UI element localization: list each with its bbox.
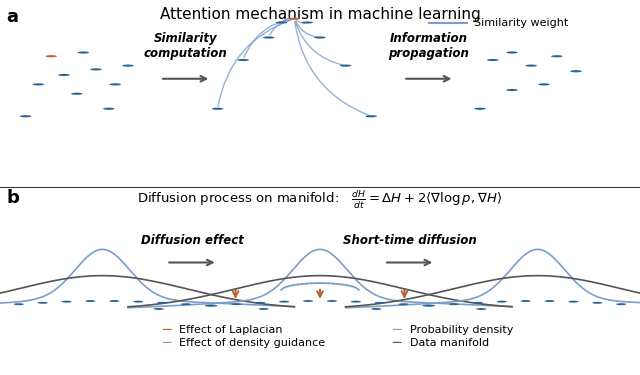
Ellipse shape bbox=[122, 64, 134, 67]
FancyArrowPatch shape bbox=[218, 20, 292, 106]
Ellipse shape bbox=[449, 303, 459, 305]
Ellipse shape bbox=[289, 18, 300, 20]
Ellipse shape bbox=[154, 308, 164, 310]
Ellipse shape bbox=[568, 301, 579, 303]
Ellipse shape bbox=[303, 300, 313, 302]
FancyArrowPatch shape bbox=[244, 19, 292, 57]
Text: Short-time diffusion: Short-time diffusion bbox=[343, 234, 476, 248]
Ellipse shape bbox=[365, 115, 377, 117]
Text: Data manifold: Data manifold bbox=[410, 338, 489, 348]
Text: Attention mechanism in machine learning: Attention mechanism in machine learning bbox=[159, 8, 481, 22]
Ellipse shape bbox=[103, 108, 115, 110]
Ellipse shape bbox=[255, 302, 266, 304]
Ellipse shape bbox=[231, 303, 241, 305]
Ellipse shape bbox=[592, 302, 602, 304]
Ellipse shape bbox=[77, 51, 89, 54]
Text: b: b bbox=[6, 189, 19, 207]
FancyArrowPatch shape bbox=[295, 21, 369, 115]
Text: Information
propagation: Information propagation bbox=[388, 32, 469, 60]
Ellipse shape bbox=[33, 83, 44, 86]
Ellipse shape bbox=[263, 36, 275, 39]
Ellipse shape bbox=[181, 303, 191, 305]
Ellipse shape bbox=[422, 304, 433, 307]
Ellipse shape bbox=[399, 303, 409, 305]
Ellipse shape bbox=[109, 300, 120, 302]
Ellipse shape bbox=[476, 308, 486, 310]
Ellipse shape bbox=[279, 301, 289, 303]
Text: Effect of Laplacian: Effect of Laplacian bbox=[179, 325, 283, 335]
Text: a: a bbox=[6, 8, 19, 26]
Ellipse shape bbox=[85, 300, 95, 302]
Ellipse shape bbox=[570, 70, 582, 72]
Ellipse shape bbox=[425, 304, 435, 307]
Ellipse shape bbox=[474, 108, 486, 110]
FancyArrowPatch shape bbox=[284, 18, 292, 21]
Ellipse shape bbox=[506, 89, 518, 91]
Ellipse shape bbox=[301, 21, 313, 24]
Ellipse shape bbox=[473, 302, 483, 304]
Ellipse shape bbox=[520, 300, 531, 302]
Ellipse shape bbox=[207, 304, 218, 307]
Ellipse shape bbox=[276, 21, 287, 24]
Text: Diffusion process on manifold:   $\frac{dH}{dt} = \Delta H + 2\langle \nabla \lo: Diffusion process on manifold: $\frac{dH… bbox=[138, 189, 502, 211]
Ellipse shape bbox=[371, 308, 381, 310]
Text: Similarity weight: Similarity weight bbox=[474, 18, 568, 27]
Ellipse shape bbox=[545, 300, 555, 302]
Ellipse shape bbox=[13, 303, 24, 305]
Ellipse shape bbox=[61, 301, 72, 303]
FancyArrowPatch shape bbox=[270, 19, 292, 35]
Ellipse shape bbox=[90, 68, 102, 70]
Ellipse shape bbox=[212, 108, 223, 110]
Ellipse shape bbox=[38, 302, 48, 304]
Ellipse shape bbox=[340, 64, 351, 67]
Ellipse shape bbox=[538, 83, 550, 86]
Ellipse shape bbox=[133, 301, 143, 303]
Text: ─: ─ bbox=[392, 336, 401, 350]
Ellipse shape bbox=[487, 59, 499, 61]
FancyArrowPatch shape bbox=[296, 21, 317, 37]
Text: ─: ─ bbox=[392, 323, 401, 337]
FancyArrowPatch shape bbox=[295, 21, 343, 65]
Ellipse shape bbox=[71, 93, 83, 95]
Ellipse shape bbox=[109, 83, 121, 86]
Ellipse shape bbox=[58, 74, 70, 76]
Ellipse shape bbox=[374, 302, 385, 304]
Ellipse shape bbox=[616, 303, 627, 305]
Ellipse shape bbox=[205, 304, 215, 307]
Ellipse shape bbox=[551, 55, 563, 57]
Ellipse shape bbox=[506, 51, 518, 54]
Ellipse shape bbox=[45, 55, 57, 57]
Ellipse shape bbox=[259, 308, 269, 310]
Ellipse shape bbox=[314, 36, 326, 39]
Text: Similarity
computation: Similarity computation bbox=[144, 32, 227, 60]
Text: Probability density: Probability density bbox=[410, 325, 513, 335]
FancyArrowPatch shape bbox=[296, 21, 305, 23]
Ellipse shape bbox=[327, 300, 337, 302]
Ellipse shape bbox=[351, 301, 361, 303]
Text: Diffusion effect: Diffusion effect bbox=[141, 234, 243, 248]
Text: ─: ─ bbox=[162, 336, 171, 350]
Ellipse shape bbox=[525, 64, 537, 67]
Text: Effect of density guidance: Effect of density guidance bbox=[179, 338, 325, 348]
Ellipse shape bbox=[157, 302, 167, 304]
Ellipse shape bbox=[237, 59, 249, 61]
Ellipse shape bbox=[497, 301, 507, 303]
Ellipse shape bbox=[20, 115, 31, 117]
Text: ─: ─ bbox=[162, 323, 171, 337]
